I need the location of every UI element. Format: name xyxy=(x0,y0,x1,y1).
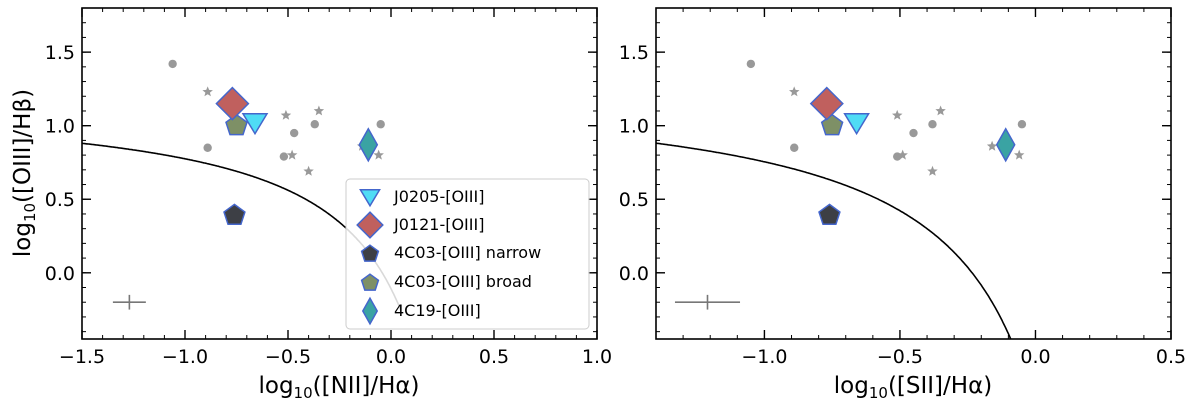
comparison-star xyxy=(986,140,998,151)
diamond-marker xyxy=(215,86,250,121)
comparison-star xyxy=(927,165,938,176)
comparison-star xyxy=(313,105,325,116)
legend-label: J0205-[OIII] xyxy=(393,187,484,206)
comparison-circle xyxy=(746,59,756,69)
comparison-circle xyxy=(1017,120,1027,129)
y-tick-label: 0.0 xyxy=(619,263,649,285)
x-tick-label: −1.0 xyxy=(162,346,208,368)
comparison-circle xyxy=(289,128,299,138)
triangle-down-marker xyxy=(359,189,381,208)
comparison-star xyxy=(373,149,384,160)
x-tick-label: −0.5 xyxy=(877,346,923,368)
x-axis-label: log10([NII]/Hα) xyxy=(258,373,419,402)
thin-diamond-marker xyxy=(361,296,379,326)
comparison-star xyxy=(303,165,314,176)
diamond-marker xyxy=(809,86,844,121)
diamond-marker xyxy=(356,211,384,239)
x-tick-label: 0.5 xyxy=(479,346,509,368)
comparison-star xyxy=(892,109,903,120)
legend-label: 4C03-[OIII] broad xyxy=(394,272,532,291)
y-tick-label: 1.5 xyxy=(619,42,649,64)
x-tick-label: −0.5 xyxy=(265,346,311,368)
x-tick-label: 0.0 xyxy=(376,346,406,368)
triangle-down-marker xyxy=(241,112,269,136)
legend-frame xyxy=(345,178,590,330)
comparison-star xyxy=(897,149,908,160)
thin-diamond-marker xyxy=(358,127,379,163)
y-tick-label: 1.0 xyxy=(45,116,75,138)
pentagon-marker xyxy=(360,244,380,262)
comparison-circle xyxy=(928,120,937,129)
left-panel: −1.5 −1.0 −0.5 0.0 0.5 1.0 0.0 0.5 1.0 1.5 log10(… xyxy=(10,7,612,402)
comparison-circle xyxy=(909,128,918,138)
triangle-down-marker xyxy=(843,112,870,136)
legend-label: 4C19-[OIII] xyxy=(394,301,481,320)
comparison-star xyxy=(280,109,292,120)
comparison-circle xyxy=(203,143,212,152)
y-tick-label: 1.5 xyxy=(45,42,75,64)
comparison-star xyxy=(935,105,946,116)
right-panel: −1.0 −0.5 0.0 0.5 0.0 0.5 1.0 1.5 log10([SII]/H… xyxy=(619,7,1186,402)
x-tick-label: 0.5 xyxy=(1156,346,1186,368)
axes-frame xyxy=(655,7,1172,340)
comparison-circle xyxy=(310,120,319,129)
comparison-circle xyxy=(168,59,177,69)
demarcation-curve xyxy=(656,142,1012,339)
pentagon-marker xyxy=(360,273,380,291)
y-tick-label: 0.0 xyxy=(45,263,75,285)
comparison-star xyxy=(202,86,213,97)
y-tick-label: 0.5 xyxy=(45,189,75,211)
y-axis-label: log10([OIII]/Hβ) xyxy=(10,89,39,257)
axes-frame xyxy=(81,7,598,340)
comparison-circle xyxy=(279,152,289,161)
thin-diamond-marker xyxy=(995,127,1016,163)
legend: J0205-[OIII] J0121-[OIII] 4C03-[OIII] na… xyxy=(345,178,590,330)
x-tick-label: 0.0 xyxy=(1020,346,1050,368)
comparison-star xyxy=(1014,149,1025,160)
x-tick-label: −1.0 xyxy=(741,346,787,368)
pentagon-marker xyxy=(223,203,246,226)
y-tick-label: 1.0 xyxy=(619,116,649,138)
comparison-star xyxy=(286,149,298,160)
comparison-circle xyxy=(376,120,385,129)
pentagon-marker xyxy=(818,203,841,226)
y-tick-label: 0.5 xyxy=(619,189,649,211)
legend-label: J0121-[OIII] xyxy=(393,215,484,234)
pentagon-marker xyxy=(225,113,248,136)
comparison-star xyxy=(789,86,800,97)
legend-label: 4C03-[OIII] narrow xyxy=(394,243,541,262)
x-tick-label: 1.0 xyxy=(582,346,612,368)
comparison-circle xyxy=(790,143,799,152)
x-tick-label: −1.5 xyxy=(59,346,105,368)
x-axis-label: log10([SII]/Hα) xyxy=(834,373,992,402)
